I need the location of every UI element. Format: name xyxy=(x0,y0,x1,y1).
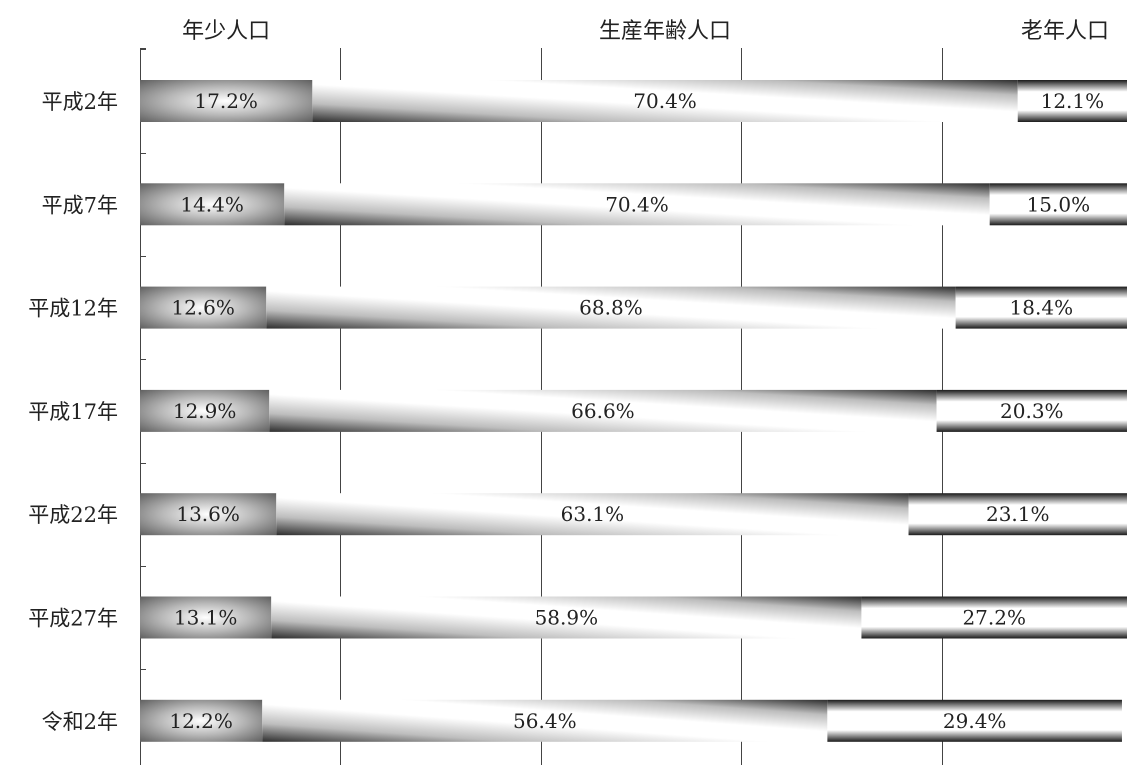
bar-segment-working xyxy=(262,699,828,742)
category-label: 平成22年 xyxy=(28,503,118,527)
data-label-young: 13.1% xyxy=(174,606,238,630)
bar-segment-working xyxy=(284,183,990,226)
legend-label-elderly: 老年人口 xyxy=(1021,19,1109,44)
bar-segment-working xyxy=(312,80,1018,122)
category-label: 令和2年 xyxy=(42,710,118,734)
bar-segment-elderly xyxy=(936,389,1127,432)
bar-segment-young xyxy=(140,183,285,226)
category-label: 平成17年 xyxy=(28,400,118,424)
data-label-young: 12.6% xyxy=(171,296,235,320)
category-label: 平成12年 xyxy=(28,297,118,321)
data-label-elderly: 20.3% xyxy=(1000,399,1064,423)
bar-segment-young xyxy=(140,493,277,536)
bar-segment-elderly xyxy=(989,183,1127,226)
bar-segment-working xyxy=(266,286,956,329)
data-label-working: 58.9% xyxy=(535,606,599,630)
data-label-elderly: 12.1% xyxy=(1041,89,1105,113)
bar-segment-working xyxy=(269,389,937,432)
bar-segment-elderly xyxy=(861,596,1127,639)
bar-segment-working xyxy=(276,493,909,536)
category-label: 平成7年 xyxy=(42,193,118,217)
bar-segment-young xyxy=(140,80,313,122)
data-label-young: 17.2% xyxy=(194,89,258,113)
category-label: 平成27年 xyxy=(28,607,118,631)
bar-segment-elderly xyxy=(827,699,1122,742)
data-label-working: 68.8% xyxy=(579,296,643,320)
data-label-young: 12.2% xyxy=(169,709,233,733)
data-label-working: 63.1% xyxy=(561,502,625,526)
legend-label-young: 年少人口 xyxy=(182,19,270,44)
data-label-elderly: 27.2% xyxy=(962,606,1026,630)
data-label-young: 14.4% xyxy=(180,192,244,216)
legend-label-working: 生産年齢人口 xyxy=(599,19,731,44)
data-label-elderly: 15.0% xyxy=(1027,192,1091,216)
data-label-working: 56.4% xyxy=(513,709,577,733)
data-label-elderly: 29.4% xyxy=(943,709,1007,733)
data-label-elderly: 23.1% xyxy=(986,502,1050,526)
data-label-young: 13.6% xyxy=(176,502,240,526)
data-label-young: 12.9% xyxy=(173,399,237,423)
bar-segment-working xyxy=(271,596,862,639)
data-label-elderly: 18.4% xyxy=(1010,296,1074,320)
bar-segment-young xyxy=(140,389,270,432)
data-label-working: 66.6% xyxy=(571,399,635,423)
data-label-working: 70.4% xyxy=(633,89,697,113)
bar-segment-elderly xyxy=(908,493,1127,536)
bar-segment-elderly xyxy=(1017,80,1127,122)
category-label: 平成2年 xyxy=(42,90,118,114)
bar-segment-young xyxy=(140,699,263,742)
bar-segment-young xyxy=(140,596,272,639)
bar-segment-young xyxy=(140,286,267,329)
bar-segment-elderly xyxy=(955,286,1127,329)
data-label-working: 70.4% xyxy=(605,192,669,216)
